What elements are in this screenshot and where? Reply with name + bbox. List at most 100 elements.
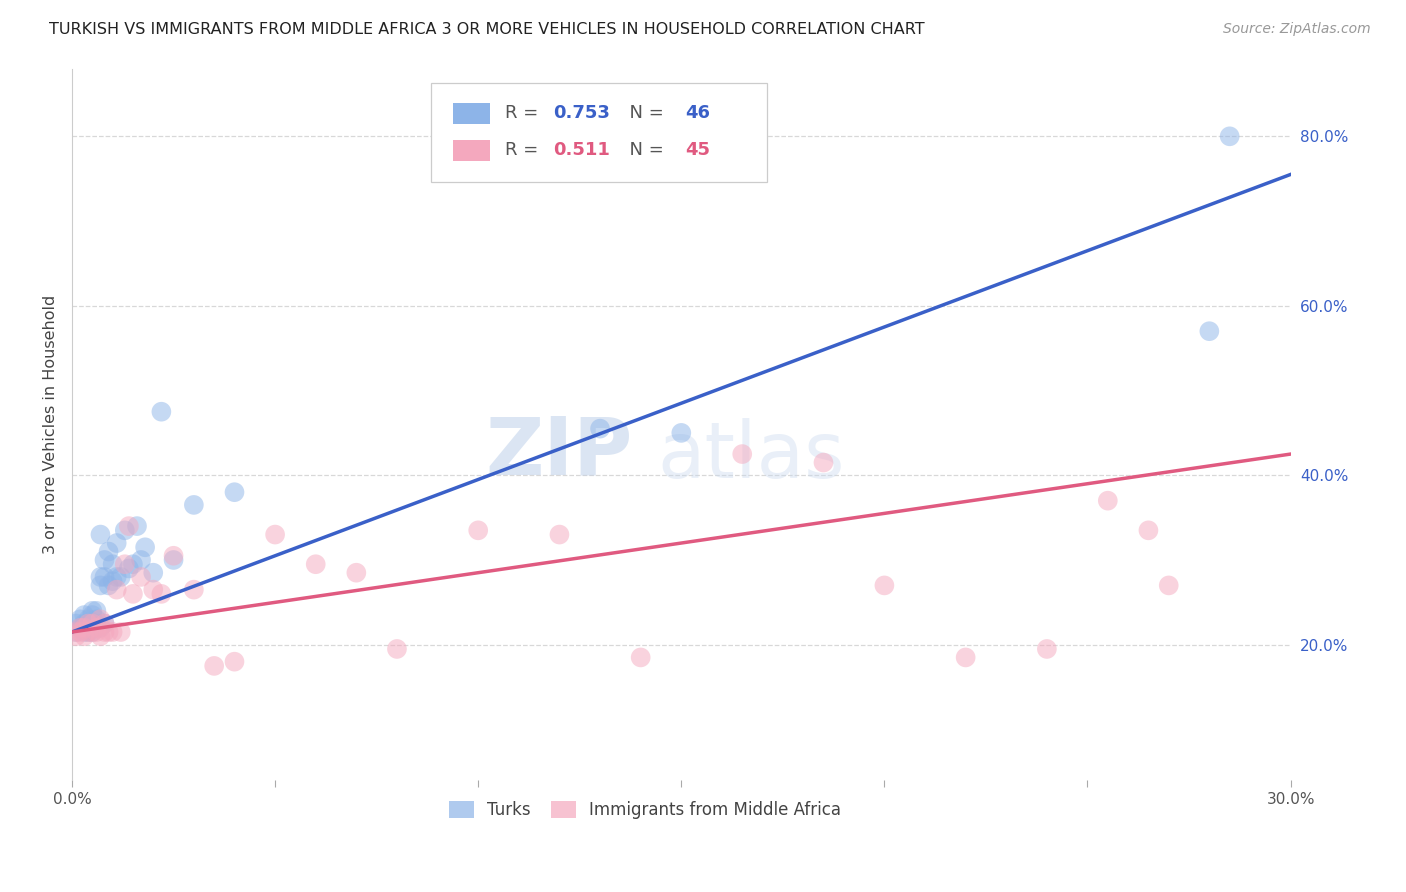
- Point: [65, 625, 87, 640]
- Point: [73, 621, 96, 635]
- Point: [97, 544, 120, 558]
- Point: [142, 582, 165, 597]
- Point: [122, 587, 145, 601]
- Point: [129, 570, 152, 584]
- Text: N =: N =: [617, 104, 669, 122]
- Point: [89, 612, 111, 626]
- Point: [1036, 642, 1059, 657]
- Point: [86, 621, 108, 635]
- Point: [82, 616, 104, 631]
- Point: [82, 625, 104, 640]
- Text: 45: 45: [685, 141, 710, 160]
- Point: [129, 553, 152, 567]
- Point: [93, 570, 115, 584]
- Point: [69, 625, 91, 640]
- Point: [385, 642, 408, 657]
- Point: [93, 553, 115, 567]
- Point: [118, 561, 141, 575]
- Point: [305, 558, 328, 572]
- Point: [1219, 129, 1241, 144]
- Point: [73, 625, 96, 640]
- Point: [93, 625, 115, 640]
- Point: [105, 536, 128, 550]
- Point: [89, 629, 111, 643]
- FancyBboxPatch shape: [453, 140, 489, 161]
- Point: [118, 519, 141, 533]
- Text: ZIP: ZIP: [485, 414, 633, 491]
- Point: [671, 425, 693, 440]
- Point: [77, 625, 100, 640]
- Point: [86, 612, 108, 626]
- Point: [105, 582, 128, 597]
- Text: 46: 46: [685, 104, 710, 122]
- Text: 0.753: 0.753: [554, 104, 610, 122]
- Point: [105, 570, 128, 584]
- Point: [82, 616, 104, 631]
- Point: [264, 527, 287, 541]
- Point: [731, 447, 754, 461]
- Point: [65, 625, 87, 640]
- Point: [150, 405, 173, 419]
- Legend: Turks, Immigrants from Middle Africa: Turks, Immigrants from Middle Africa: [441, 794, 848, 825]
- Point: [101, 558, 124, 572]
- Point: [89, 578, 111, 592]
- FancyBboxPatch shape: [432, 83, 766, 182]
- Point: [1198, 324, 1220, 338]
- Point: [1097, 493, 1119, 508]
- Point: [110, 570, 132, 584]
- Point: [101, 625, 124, 640]
- Point: [162, 549, 184, 563]
- Text: Source: ZipAtlas.com: Source: ZipAtlas.com: [1223, 22, 1371, 37]
- Point: [89, 527, 111, 541]
- Point: [86, 625, 108, 640]
- Point: [82, 608, 104, 623]
- Point: [202, 659, 225, 673]
- Point: [73, 608, 96, 623]
- Point: [548, 527, 571, 541]
- Point: [65, 629, 87, 643]
- Point: [86, 616, 108, 631]
- Point: [77, 625, 100, 640]
- Point: [86, 604, 108, 618]
- Point: [125, 519, 148, 533]
- Point: [69, 621, 91, 635]
- Point: [162, 553, 184, 567]
- Point: [955, 650, 977, 665]
- Y-axis label: 3 or more Vehicles in Household: 3 or more Vehicles in Household: [44, 294, 58, 554]
- Point: [142, 566, 165, 580]
- FancyBboxPatch shape: [453, 103, 489, 124]
- Point: [97, 625, 120, 640]
- Point: [224, 655, 246, 669]
- Point: [89, 621, 111, 635]
- Point: [101, 574, 124, 589]
- Text: atlas: atlas: [657, 418, 845, 494]
- Point: [122, 558, 145, 572]
- Text: R =: R =: [505, 104, 544, 122]
- Text: TURKISH VS IMMIGRANTS FROM MIDDLE AFRICA 3 OR MORE VEHICLES IN HOUSEHOLD CORRELA: TURKISH VS IMMIGRANTS FROM MIDDLE AFRICA…: [49, 22, 925, 37]
- Point: [344, 566, 367, 580]
- Point: [77, 616, 100, 631]
- Point: [93, 616, 115, 631]
- Point: [73, 616, 96, 631]
- Point: [82, 604, 104, 618]
- Point: [134, 541, 156, 555]
- Point: [224, 485, 246, 500]
- Point: [114, 558, 136, 572]
- Point: [65, 616, 87, 631]
- Point: [82, 625, 104, 640]
- Point: [97, 578, 120, 592]
- Point: [873, 578, 896, 592]
- Point: [77, 621, 100, 635]
- Point: [69, 612, 91, 626]
- Text: N =: N =: [617, 141, 669, 160]
- Point: [630, 650, 652, 665]
- Point: [110, 625, 132, 640]
- Point: [183, 498, 205, 512]
- Point: [150, 587, 173, 601]
- Point: [73, 629, 96, 643]
- Text: 0.511: 0.511: [554, 141, 610, 160]
- Point: [183, 582, 205, 597]
- Point: [69, 621, 91, 635]
- Point: [813, 456, 835, 470]
- Text: R =: R =: [505, 141, 544, 160]
